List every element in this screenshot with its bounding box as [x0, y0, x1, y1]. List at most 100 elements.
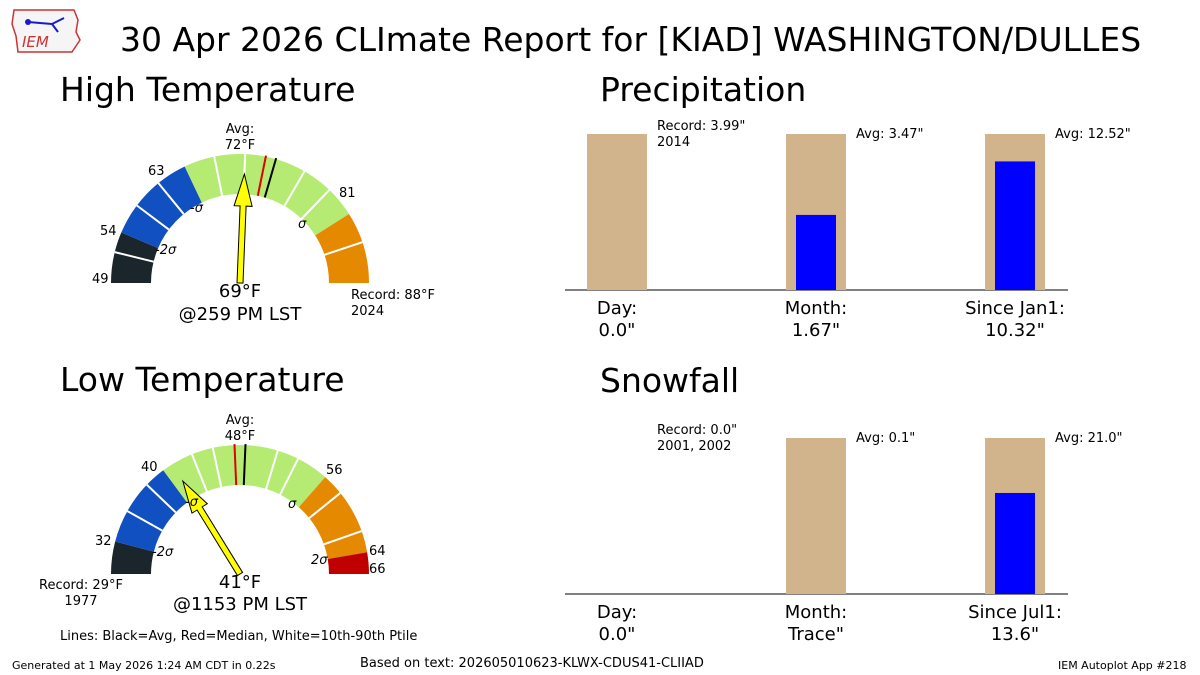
- legend-note: Lines: Black=Avg, Red=Median, White=10th…: [60, 629, 418, 644]
- percentile-line-1: [136, 204, 170, 231]
- needle-arrow: [233, 172, 253, 284]
- high-value: 69°F: [218, 281, 262, 302]
- percentile-line-6: [308, 492, 341, 519]
- percentile-line-4: [265, 450, 279, 490]
- footer-app: IEM Autoplot App #218: [1058, 659, 1187, 672]
- low-temp-gauge: [111, 444, 369, 577]
- snow-day-record: Record: 0.0" 2001, 2002: [657, 423, 737, 455]
- low-sigma-m1: -σ: [185, 495, 198, 510]
- percentile-line-2: [157, 182, 185, 215]
- percentile-line-0: [114, 251, 154, 263]
- precip-since-avg: Avg: 12.52": [1055, 127, 1131, 142]
- high-avg-label: Avg: 72°F: [225, 122, 256, 154]
- snow-day-value: 0.0": [598, 624, 636, 645]
- snow-since-label: Since Jul1: 13.6": [968, 602, 1062, 646]
- avg-line: [242, 444, 247, 486]
- low-value: 41°F: [218, 572, 262, 593]
- precip-day-label: Day: 0.0": [597, 298, 637, 342]
- precip-day-record: Record: 3.99" 2014: [657, 119, 745, 151]
- snow-since-avg: Avg: 21.0": [1055, 431, 1123, 446]
- low-record-line2: 1977: [64, 594, 98, 609]
- precip-since-label: Since Jan1: 10.32": [965, 298, 1065, 342]
- precip-day-record-line2: 2014: [657, 135, 691, 150]
- low-record: Record: 29°F 1977: [39, 578, 123, 610]
- high-tick-2: 54: [100, 224, 117, 239]
- snow-avg-bar-1: [786, 438, 846, 594]
- snow-day-record-line2: 2001, 2002: [657, 439, 732, 454]
- iem-logo: IEM: [8, 6, 82, 58]
- low-tick-4: 64: [369, 544, 386, 559]
- percentile-line-3: [213, 156, 224, 196]
- low-avg-line2: 48°F: [224, 429, 256, 444]
- snow-day-label: Day: 0.0": [597, 602, 637, 646]
- precip-month-label1: Month:: [784, 298, 848, 319]
- precip-day-record-line1: Record: 3.99": [657, 119, 746, 134]
- high-avg-line2: 72°F: [224, 138, 256, 153]
- precip-day-value: 0.0": [598, 320, 636, 341]
- high-tick-min: 49: [92, 272, 109, 287]
- low-sigma-p2: 2σ: [311, 553, 328, 568]
- precip-avg-bar-0: [587, 134, 647, 290]
- high-temp-gauge: [111, 154, 369, 284]
- snow-day-label1: Day:: [596, 602, 638, 623]
- precip-obs-bar-2: [995, 161, 1035, 290]
- iowa-map-icon: IEM: [11, 9, 81, 53]
- precip-month-value: 1.67": [791, 320, 841, 341]
- low-tick-3: 56: [326, 463, 343, 478]
- high-record-line2: 2024: [351, 304, 385, 319]
- precip-day-label1: Day:: [596, 298, 638, 319]
- gauge-band-0: [111, 541, 154, 574]
- percentile-line-7: [323, 530, 362, 546]
- high-avg-line1: Avg:: [225, 122, 255, 137]
- high-sigma-m2: -2σ: [155, 243, 177, 258]
- percentile-line-0: [126, 510, 163, 532]
- high-sigma-p1: σ: [298, 217, 307, 232]
- footer-generated: Generated at 1 May 2026 1:24 AM CDT in 0…: [12, 659, 276, 672]
- percentile-line-5: [283, 170, 306, 207]
- precip-obs-bar-1: [796, 214, 836, 290]
- page-title: 30 Apr 2026 CLImate Report for [KIAD] WA…: [120, 20, 1142, 59]
- low-tick-1: 32: [95, 534, 112, 549]
- low-avg-line1: Avg:: [225, 413, 255, 428]
- low-tick-2: 40: [141, 460, 158, 475]
- precip-since-label1: Since Jan1:: [965, 298, 1065, 319]
- low-tick-5: 66: [369, 562, 386, 577]
- low-sigma-m2: -2σ: [152, 545, 174, 560]
- percentile-line-7: [324, 241, 363, 256]
- high-record-line1: Record: 88°F: [351, 288, 435, 303]
- low-sigma-p1: σ: [288, 497, 297, 512]
- snow-since-label1: Since Jul1:: [968, 602, 1062, 623]
- low-temp-heading: Low Temperature: [60, 360, 345, 399]
- precip-since-value: 10.32": [985, 320, 1045, 341]
- median-line: [233, 444, 238, 486]
- percentile-line-2: [190, 453, 208, 492]
- precip-heading: Precipitation: [600, 70, 807, 109]
- high-temp-heading: High Temperature: [60, 70, 356, 109]
- percentile-line-6: [300, 189, 331, 220]
- footer-based-on: Based on text: 202605010623-KLWX-CDUS41-…: [360, 656, 704, 671]
- gauge-band-1: [115, 470, 188, 552]
- gauge-band-3: [298, 477, 368, 559]
- gauge-band-2: [184, 154, 350, 236]
- snow-month-label: Month: Trace": [785, 602, 847, 646]
- snow-month-value: Trace": [787, 624, 845, 645]
- snow-since-value: 13.6": [990, 624, 1040, 645]
- gauge-band-1: [121, 166, 202, 249]
- needle-arrow: [181, 479, 244, 577]
- high-time: @259 PM LST: [178, 304, 302, 325]
- snow-heading: Snowfall: [600, 361, 740, 400]
- low-record-line1: Record: 29°F: [39, 578, 123, 593]
- snow-obs-bar-2: [995, 492, 1035, 594]
- snow-month-avg: Avg: 0.1": [856, 431, 916, 446]
- high-record: Record: 88°F 2024: [351, 288, 435, 320]
- high-sigma-m1: -σ: [190, 201, 203, 216]
- low-avg-label: Avg: 48°F: [225, 413, 256, 445]
- avg-line: [263, 157, 278, 198]
- high-tick-4: 81: [339, 186, 356, 201]
- percentile-line-1: [146, 484, 177, 514]
- high-tick-3: 63: [148, 164, 165, 179]
- gauge-band-4: [327, 552, 369, 574]
- precip-month-avg: Avg: 3.47": [856, 127, 924, 142]
- low-time: @1153 PM LST: [172, 594, 308, 615]
